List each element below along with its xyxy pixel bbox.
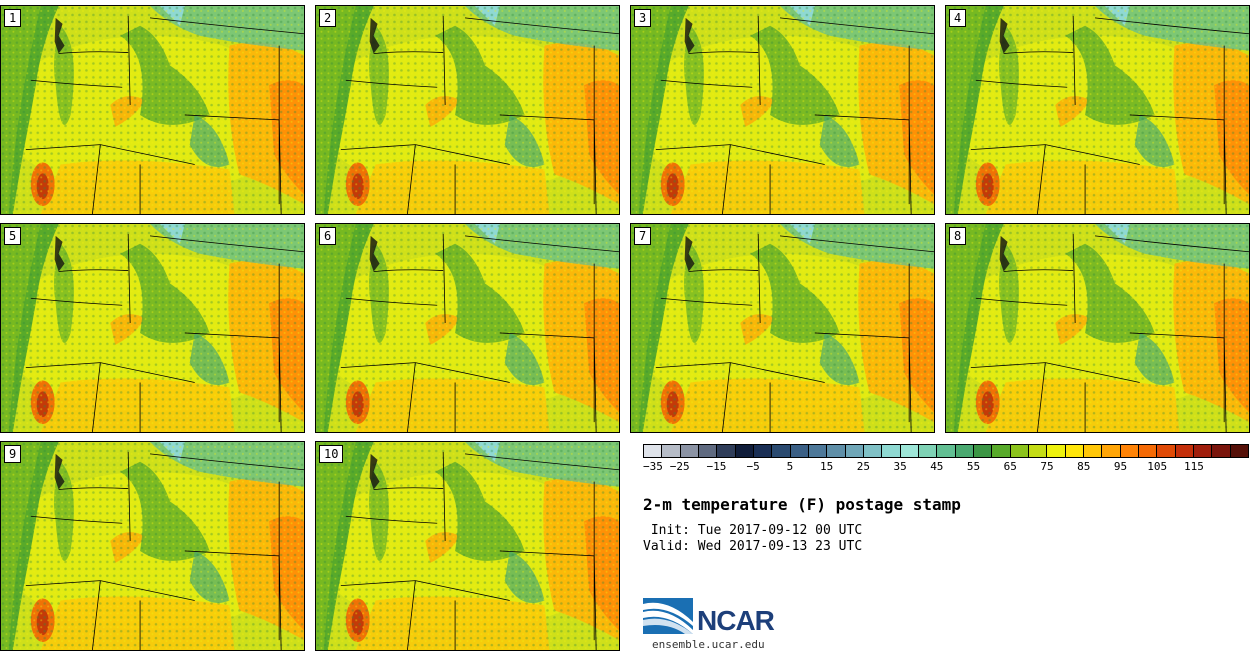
- colorbar-segment: [717, 445, 736, 457]
- colorbar-tick-label: 15: [820, 460, 834, 473]
- member-number-label: 7: [634, 227, 652, 245]
- figure-title: 2-m temperature (F) postage stamp: [643, 495, 961, 514]
- member-number-label: 10: [319, 445, 344, 463]
- member-number-label: 5: [4, 227, 22, 245]
- ensemble-member-panel: 8: [945, 223, 1250, 433]
- colorbar-segment: [827, 445, 846, 457]
- colorbar-segment: [992, 445, 1011, 457]
- colorbar-tick-label: −35: [643, 460, 663, 473]
- colorbar-segment: [973, 445, 993, 457]
- member-number-label: 8: [949, 227, 967, 245]
- colorbar-tick-label: 95: [1113, 460, 1128, 473]
- colorbar-tick-labels: −35 −25 −15 −5 5 15 25 35 45 55 65 75 85 95 105 115: [643, 460, 1249, 474]
- colorbar-segment: [1175, 445, 1194, 457]
- member-number-label: 1: [4, 9, 22, 27]
- colorbar-segment: [918, 445, 938, 457]
- colorbar-tick-label: −5: [746, 460, 760, 473]
- colorbar-segment: [1212, 445, 1231, 457]
- colorbar-segment: [955, 445, 974, 457]
- colorbar-segment: [1065, 445, 1084, 457]
- ncar-logo-icon: [643, 598, 693, 634]
- colorbar-segment: [900, 445, 919, 457]
- colorbar-segment: [680, 445, 699, 457]
- temperature-colorbar: [643, 444, 1249, 458]
- ensemble-url[interactable]: ensemble.ucar.edu: [652, 638, 765, 651]
- ensemble-member-panel: 5: [0, 223, 305, 433]
- colorbar-tick-label: 105: [1147, 460, 1168, 473]
- colorbar-segment: [1010, 445, 1029, 457]
- colorbar-segment: [1138, 445, 1158, 457]
- ncar-logo-text: NCAR: [697, 605, 775, 636]
- colorbar-segment: [845, 445, 864, 457]
- ensemble-member-panel: 1: [0, 5, 305, 215]
- colorbar-segment: [1028, 445, 1048, 457]
- ensemble-member-panel: 3: [630, 5, 935, 215]
- colorbar-tick-label: −15: [706, 460, 727, 473]
- colorbar-segment: [753, 445, 773, 457]
- colorbar-segment: [1193, 445, 1213, 457]
- init-time: Init: Tue 2017-09-12 00 UTC: [643, 523, 863, 538]
- member-number-label: 2: [319, 9, 337, 27]
- colorbar-tick-label: 115: [1183, 460, 1204, 473]
- colorbar-segment: [772, 445, 791, 457]
- colorbar-tick-label: −25: [669, 460, 690, 473]
- colorbar-segment: [790, 445, 809, 457]
- colorbar-tick-label: 65: [1003, 460, 1017, 473]
- colorbar-segment: [1047, 445, 1066, 457]
- colorbar-segment: [644, 445, 663, 457]
- colorbar-segment: [1083, 445, 1103, 457]
- colorbar-tick-label: 55: [966, 460, 981, 473]
- colorbar-tick-label: 5: [786, 460, 794, 473]
- member-number-label: 4: [949, 9, 967, 27]
- colorbar-tick-label: 35: [893, 460, 907, 473]
- colorbar-segment: [1120, 445, 1139, 457]
- colorbar-segment: [662, 445, 681, 457]
- colorbar-segment: [1102, 445, 1121, 457]
- colorbar-tick-label: 75: [1040, 460, 1054, 473]
- colorbar-segment: [735, 445, 754, 457]
- ensemble-member-panel: 6: [315, 223, 620, 433]
- valid-time: Valid: Wed 2017-09-13 23 UTC: [643, 539, 863, 554]
- colorbar-segment: [937, 445, 956, 457]
- colorbar-tick-label: 85: [1077, 460, 1091, 473]
- colorbar-segment: [698, 445, 718, 457]
- member-number-label: 3: [634, 9, 652, 27]
- ensemble-member-panel: 7: [630, 223, 935, 433]
- colorbar-segment: [1230, 445, 1248, 457]
- colorbar-segment: [863, 445, 883, 457]
- colorbar-segment: [808, 445, 828, 457]
- ensemble-member-panel: 10: [315, 441, 620, 651]
- ensemble-member-panel: 2: [315, 5, 620, 215]
- ensemble-member-panel: 9: [0, 441, 305, 651]
- ensemble-member-panel: 4: [945, 5, 1250, 215]
- member-number-label: 9: [4, 445, 22, 463]
- colorbar-tick-label: 45: [930, 460, 944, 473]
- colorbar-tick-label: 25: [856, 460, 870, 473]
- colorbar-segment: [1157, 445, 1176, 457]
- member-number-label: 6: [319, 227, 337, 245]
- colorbar-segment: [882, 445, 901, 457]
